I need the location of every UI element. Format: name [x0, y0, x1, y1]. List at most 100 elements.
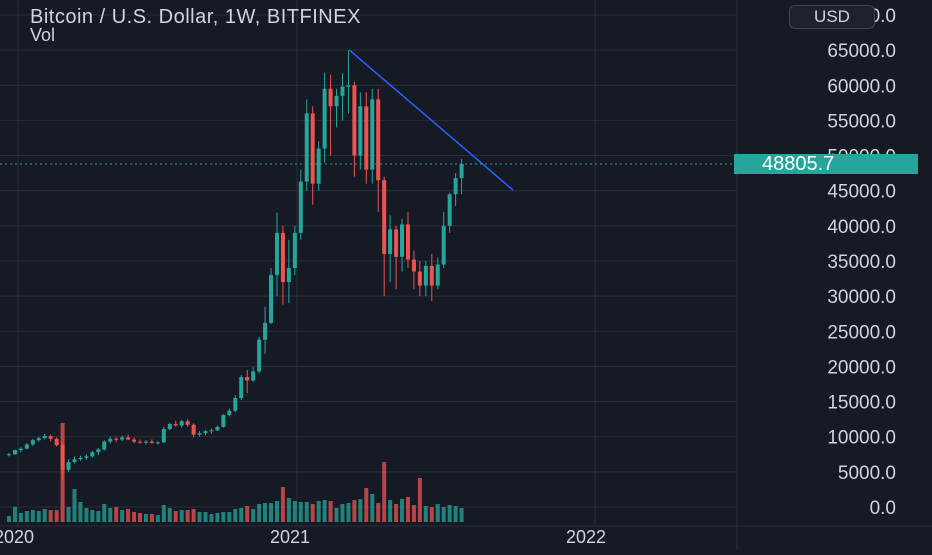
volume-bar — [108, 508, 113, 522]
candle-body — [227, 410, 232, 415]
candle-body — [340, 86, 345, 96]
volume-bar — [304, 502, 309, 522]
volume-bar — [96, 511, 101, 522]
candle-body — [36, 438, 41, 441]
volume-bar — [197, 512, 202, 522]
volume-bar — [429, 507, 434, 522]
x-tick-label: 2022 — [566, 527, 606, 547]
candle-body — [328, 88, 333, 107]
volume-bar — [400, 499, 405, 522]
volume-bar — [257, 504, 262, 522]
candle-body — [269, 275, 274, 323]
candle-body — [459, 163, 464, 179]
volume-bar — [405, 497, 410, 522]
volume-bar — [132, 512, 137, 522]
candle-body — [191, 424, 196, 435]
candle-body — [346, 85, 351, 87]
volume-bar — [155, 515, 160, 522]
volume-bar — [84, 508, 89, 522]
candle-body — [263, 322, 268, 340]
volume-bar — [209, 514, 214, 522]
candle-body — [423, 265, 428, 286]
volume-bar — [322, 500, 327, 522]
candle-body — [7, 454, 11, 456]
volume-bar — [239, 508, 244, 522]
y-tick-label: 5000.0 — [838, 463, 896, 484]
candle-body — [120, 437, 125, 440]
volume-bar — [245, 506, 250, 522]
y-tick-label: 65000.0 — [827, 41, 896, 62]
candle-body — [239, 376, 244, 399]
volume-bar — [423, 506, 428, 522]
candle-body — [233, 398, 238, 411]
volume-bar — [263, 503, 268, 522]
candle-body — [280, 232, 285, 283]
volume-bar — [364, 488, 369, 522]
candle-body — [30, 440, 35, 445]
candle-body — [108, 438, 113, 442]
candle-body — [203, 431, 208, 434]
candle-body — [411, 259, 416, 272]
candle-body — [132, 439, 137, 442]
candle-body — [221, 414, 226, 427]
candle-body — [197, 433, 202, 435]
candle-body — [310, 113, 315, 184]
volume-bar — [161, 505, 166, 522]
volume-bar — [376, 503, 381, 522]
volume-bar — [269, 503, 274, 522]
candle-body — [298, 181, 303, 233]
candle-body — [274, 232, 279, 276]
volume-bar — [173, 511, 178, 522]
volume-bar — [36, 511, 41, 522]
currency-button[interactable]: USD — [789, 5, 875, 29]
volume-bar — [382, 462, 387, 522]
y-tick-label: 60000.0 — [827, 76, 896, 97]
chart-title: Bitcoin / U.S. Dollar, 1W, BITFINEX — [30, 6, 361, 28]
candle-body — [388, 229, 393, 254]
volume-bar — [138, 513, 143, 522]
volume-bar — [334, 508, 339, 522]
candle-body — [400, 224, 405, 257]
y-tick-label: 30000.0 — [827, 287, 896, 308]
volume-bar — [251, 509, 256, 522]
candle-body — [382, 180, 387, 254]
candle-body — [90, 452, 95, 457]
volume-bar — [447, 505, 452, 522]
y-tick-label: 25000.0 — [827, 322, 896, 343]
candle-body — [286, 268, 291, 283]
candle-body — [54, 438, 59, 446]
candle-body — [12, 450, 17, 455]
volume-bar — [286, 498, 291, 522]
candle-body — [114, 438, 119, 440]
volume-bar — [143, 514, 148, 522]
candle-body — [66, 462, 71, 470]
y-tick-label: 0.0 — [870, 498, 896, 519]
volume-bar — [298, 502, 303, 522]
candle-body — [292, 232, 297, 269]
volume-bar — [42, 509, 47, 522]
candle-body — [161, 428, 166, 443]
volume-bar — [54, 510, 59, 522]
volume-bar — [227, 512, 232, 522]
candle-body — [394, 229, 399, 257]
volume-bar — [316, 501, 321, 522]
candle-body — [18, 448, 23, 451]
volume-bar — [459, 508, 464, 522]
volume-bar — [120, 510, 125, 522]
volume-bar — [102, 504, 107, 522]
candle-body — [179, 421, 184, 426]
volume-bar — [352, 500, 357, 522]
volume-bar — [48, 510, 53, 522]
candle-body — [24, 444, 29, 449]
candle-body — [138, 441, 143, 443]
volume-bar — [30, 510, 35, 522]
candle-body — [447, 194, 452, 226]
candle-body — [453, 178, 458, 195]
candle-body — [435, 264, 440, 286]
volume-bar — [394, 504, 399, 522]
candle-body — [251, 371, 256, 381]
